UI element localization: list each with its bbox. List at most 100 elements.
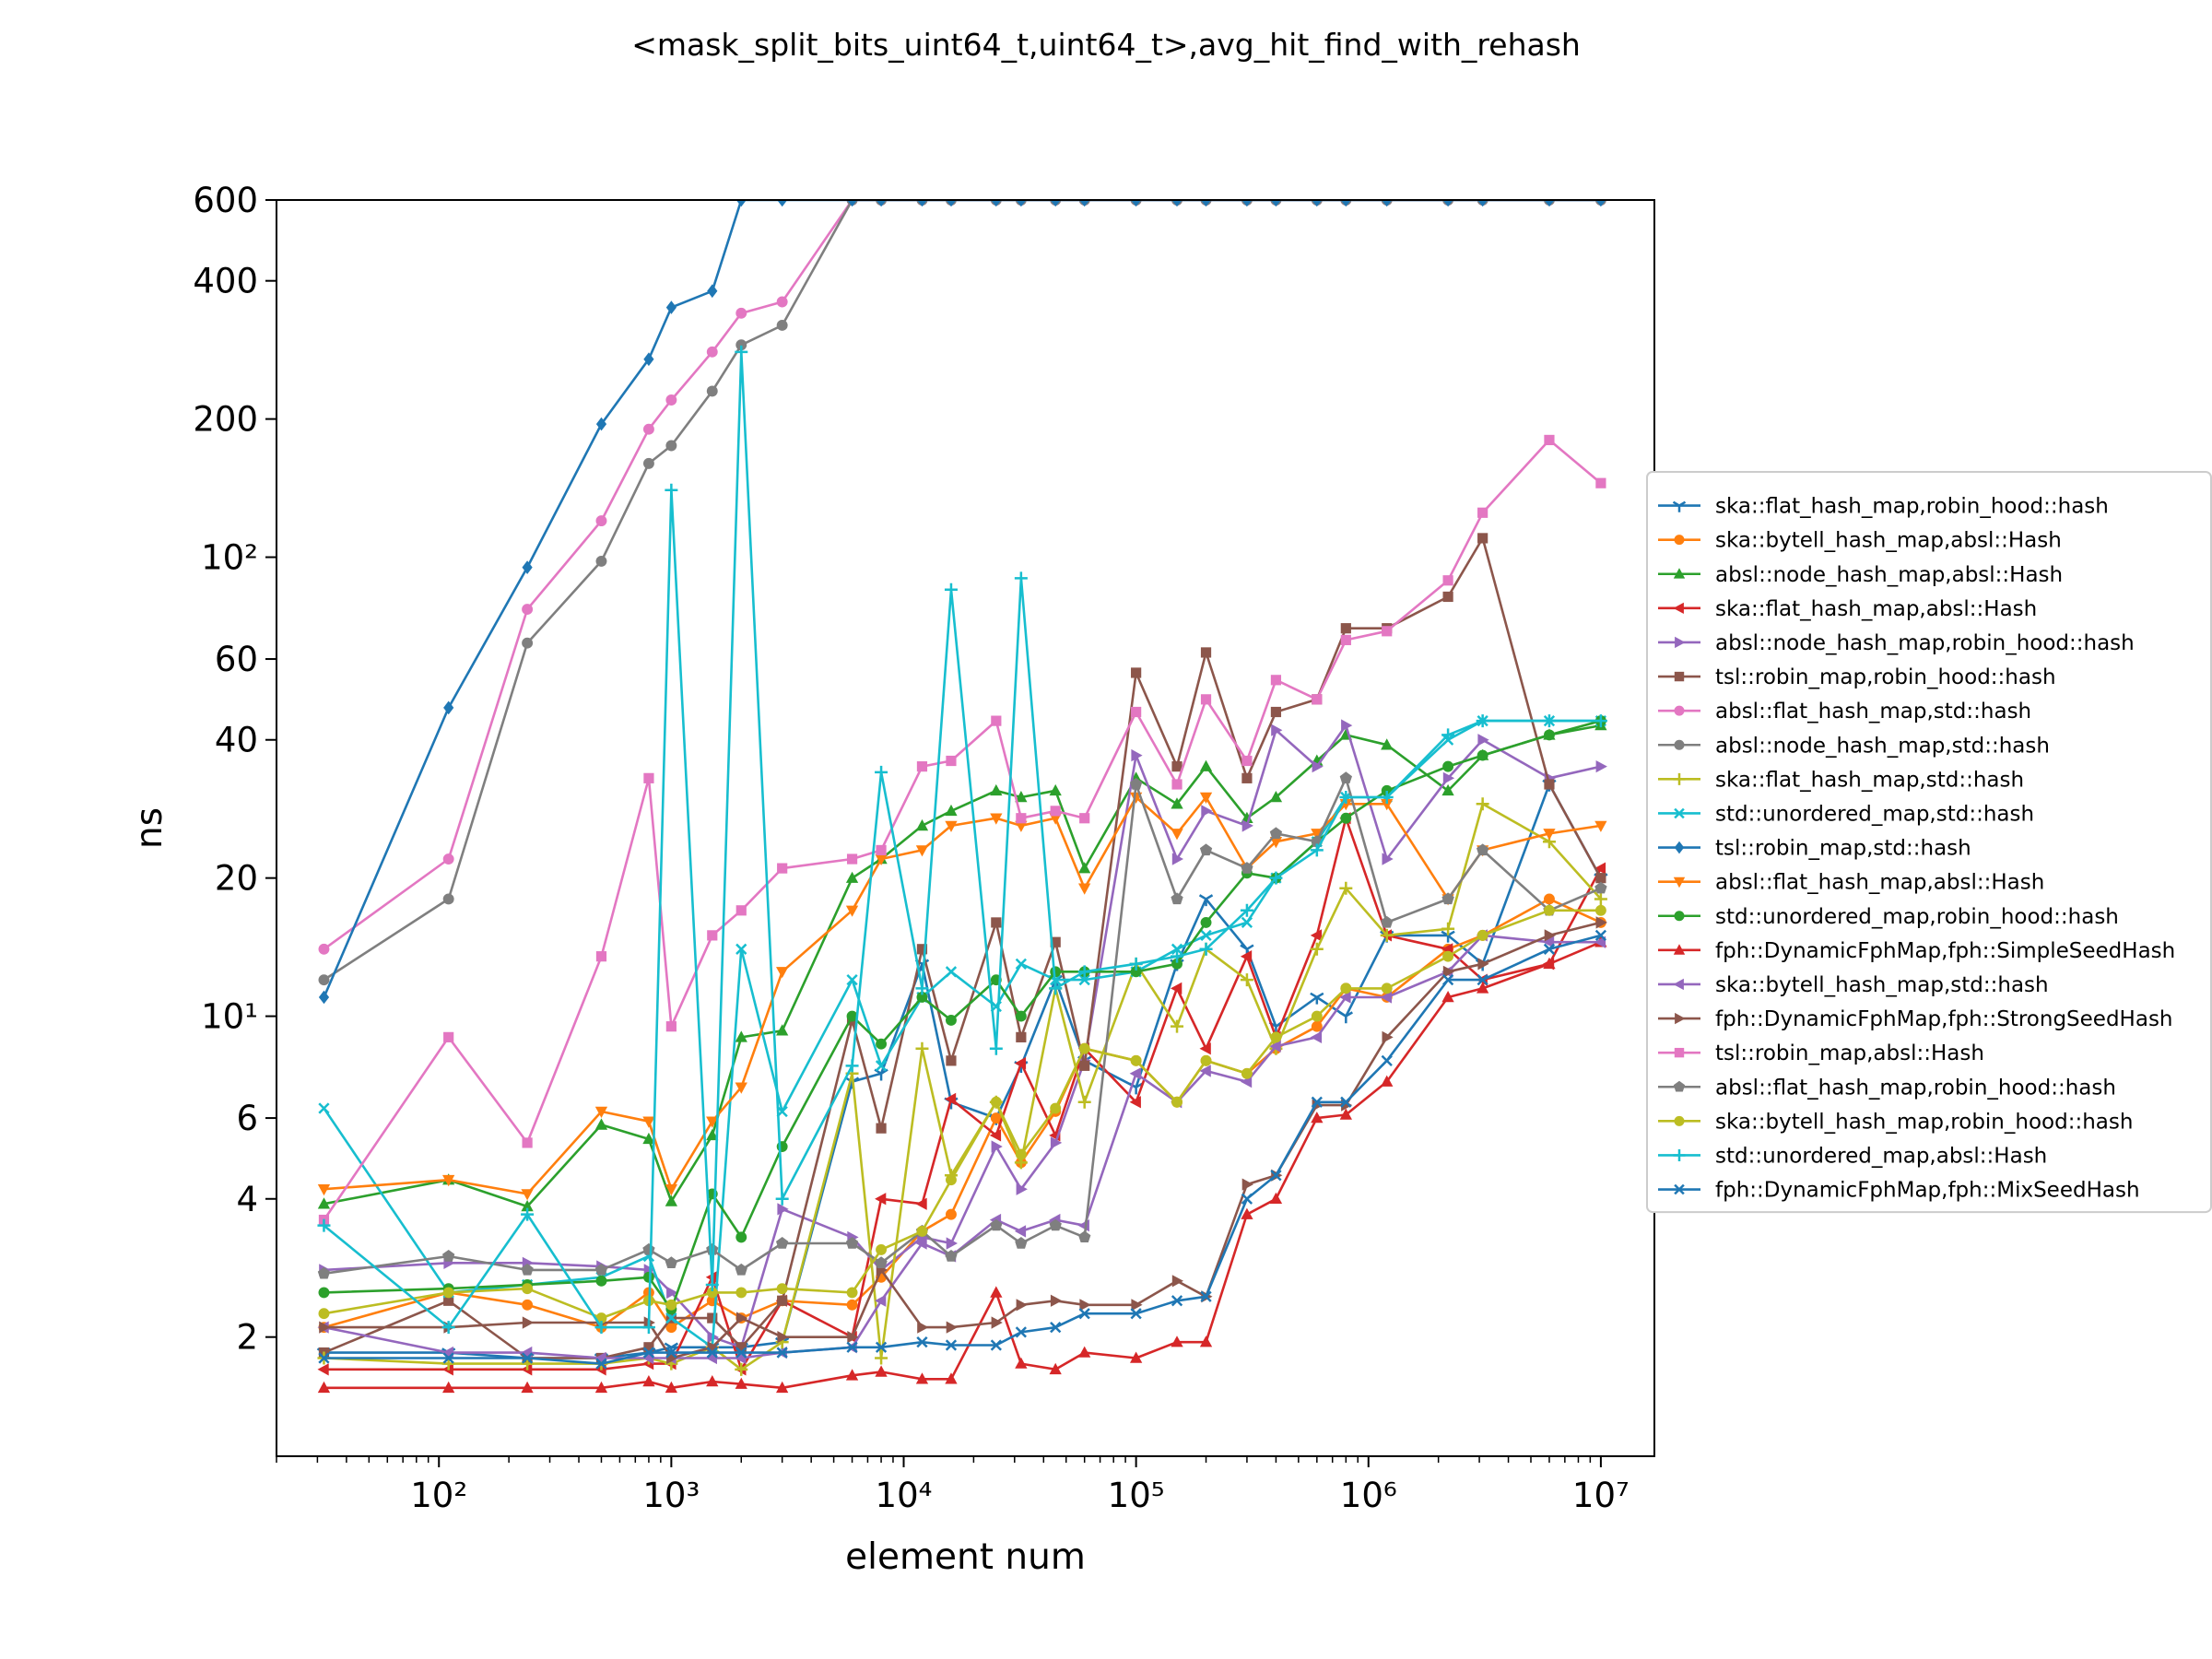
- legend: ska::flat_hash_map,robin_hood::hashska::…: [1646, 471, 2212, 1214]
- y-tick-label: 6: [236, 1099, 258, 1138]
- data-point: [946, 1208, 957, 1220]
- data-point: [595, 1275, 607, 1287]
- data-point: [990, 1218, 1003, 1231]
- data-point: [775, 1192, 789, 1206]
- data-point: [1171, 1335, 1183, 1347]
- data-point: [522, 604, 534, 616]
- data-point: [522, 1137, 533, 1148]
- data-point: [1129, 1067, 1141, 1080]
- data-point: [735, 1030, 747, 1042]
- data-point: [1198, 894, 1214, 907]
- data-point: [735, 1263, 747, 1276]
- data-point: [1477, 974, 1488, 986]
- data-point: [317, 1381, 331, 1394]
- data-point: [1016, 1182, 1028, 1195]
- data-point: [1441, 974, 1454, 986]
- data-point: [1595, 477, 1606, 488]
- data-point: [845, 1369, 859, 1381]
- legend-label: std::unordered_map,robin_hood::hash: [1715, 905, 2119, 929]
- data-point: [1477, 200, 1488, 207]
- data-point: [594, 1106, 608, 1118]
- data-point: [846, 1010, 858, 1022]
- data-point: [1595, 916, 1607, 929]
- data-point: [1200, 916, 1212, 928]
- data-point: [1442, 200, 1453, 207]
- data-point: [777, 863, 788, 874]
- legend-entry: tsl::robin_map,robin_hood::hash: [1658, 665, 2056, 689]
- data-point: [1131, 748, 1143, 762]
- data-point: [1171, 779, 1182, 790]
- data-point: [442, 1174, 455, 1187]
- data-point: [1544, 904, 1555, 916]
- x-axis-label: element num: [845, 1536, 1086, 1578]
- legend-entry: tsl::robin_map,std::hash: [1658, 837, 1971, 861]
- data-point: [665, 483, 678, 497]
- data-point: [1171, 1295, 1183, 1307]
- data-point: [915, 1041, 929, 1055]
- data-point: [946, 1055, 957, 1066]
- data-point: [1241, 1178, 1253, 1191]
- data-point: [846, 1287, 858, 1299]
- data-point: [845, 871, 859, 883]
- plot-frame: [276, 199, 1655, 1457]
- y-tick-label: 600: [193, 181, 258, 220]
- data-point: [915, 845, 929, 857]
- data-point: [1338, 1011, 1353, 1024]
- data-point: [318, 1287, 330, 1299]
- data-point: [735, 1287, 747, 1299]
- y-tick-label: 10¹: [201, 997, 258, 1037]
- data-point: [1340, 982, 1352, 994]
- data-point: [1340, 1096, 1352, 1108]
- data-point: [1015, 1326, 1027, 1338]
- data-point: [1129, 957, 1143, 971]
- data-point: [706, 1128, 719, 1141]
- data-point: [317, 1218, 331, 1232]
- data-point: [990, 813, 1003, 825]
- data-point: [521, 1263, 534, 1276]
- data-point: [1543, 935, 1555, 948]
- legend-entry: ska::flat_hash_map,std::hash: [1658, 768, 2024, 792]
- data-point: [875, 1351, 888, 1365]
- legend-entry: absl::flat_hash_map,robin_hood::hash: [1658, 1076, 2116, 1100]
- data-point: [735, 905, 747, 916]
- data-point: [1014, 1056, 1027, 1070]
- series-line: [324, 724, 1602, 1349]
- series-4: [319, 719, 1607, 1354]
- data-point: [706, 346, 718, 358]
- data-point: [846, 1341, 858, 1353]
- data-point: [665, 440, 677, 452]
- series-3: [317, 812, 1606, 1376]
- legend-label: tsl::robin_map,absl::Hash: [1715, 1041, 1984, 1065]
- series-13: [317, 935, 1607, 1394]
- data-point: [1442, 965, 1455, 978]
- data-point: [1594, 935, 1606, 948]
- data-point: [318, 990, 330, 1005]
- data-point: [1079, 1060, 1090, 1071]
- data-point: [442, 893, 454, 905]
- data-point: [1015, 958, 1027, 970]
- data-point: [1050, 200, 1061, 207]
- legend-label: ska::flat_hash_map,std::hash: [1715, 768, 2024, 792]
- data-point: [1241, 772, 1253, 783]
- series-14: [317, 929, 1606, 1365]
- series-line: [324, 795, 1602, 1195]
- data-point: [317, 1266, 331, 1279]
- data-point: [521, 1381, 534, 1394]
- data-point: [776, 1024, 789, 1036]
- data-point: [915, 1372, 929, 1384]
- data-point: [735, 1362, 748, 1376]
- plot-area: [316, 200, 1608, 1394]
- data-point: [1310, 992, 1324, 1005]
- data-point: [442, 853, 454, 865]
- data-point: [1271, 724, 1283, 736]
- data-point: [1340, 634, 1351, 646]
- data-point: [1016, 813, 1027, 824]
- data-point: [707, 1312, 718, 1324]
- data-point: [915, 818, 929, 831]
- legend-entry: std::unordered_map,robin_hood::hash: [1658, 905, 2119, 929]
- data-point: [1077, 965, 1091, 979]
- data-point: [595, 951, 607, 962]
- x-tick-label: 10⁵: [1108, 1476, 1165, 1515]
- data-point: [1201, 805, 1213, 818]
- series-7: [318, 200, 1606, 986]
